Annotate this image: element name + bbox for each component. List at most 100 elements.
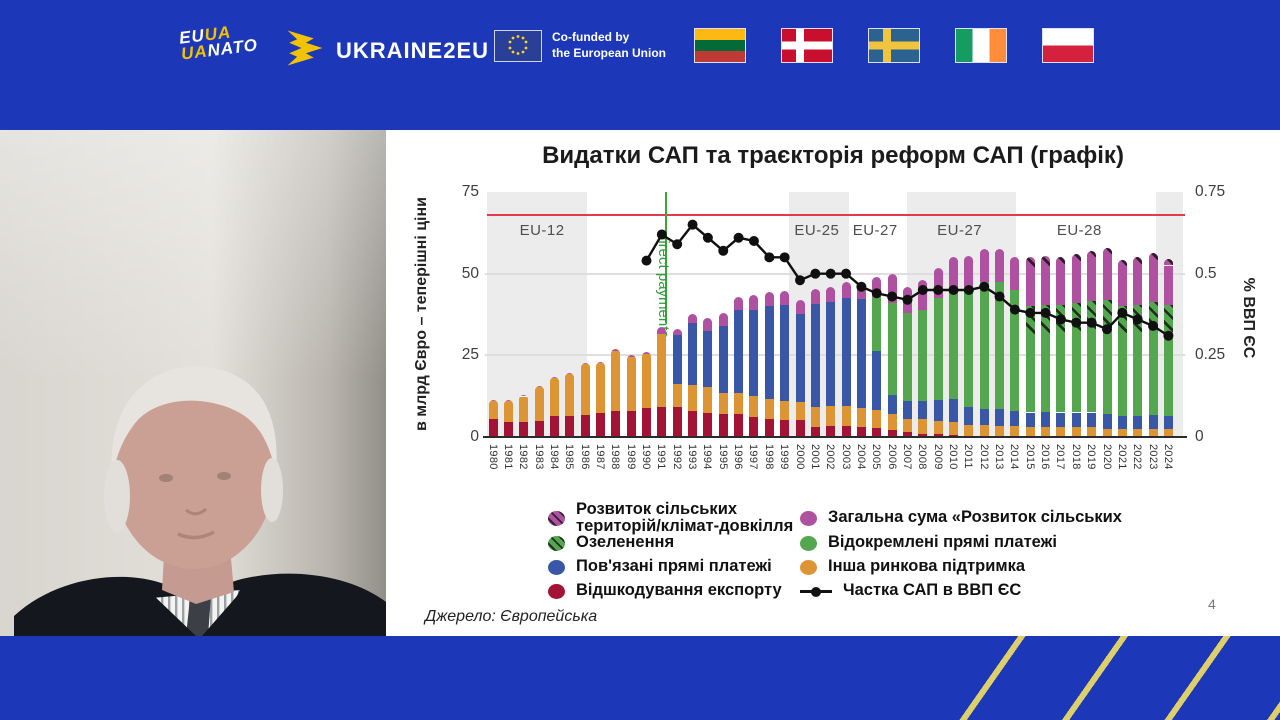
segment-rural_development_total	[841, 282, 851, 299]
segment-decoupled_direct_payments	[918, 309, 928, 402]
segment-other_market_support	[703, 386, 713, 413]
segment-decoupled_direct_payments	[1148, 329, 1158, 415]
bar-1997	[749, 294, 759, 437]
x-tick-2023: 2023	[1146, 444, 1159, 470]
bar-1987	[595, 361, 605, 437]
segment-coupled_direct_payments	[1025, 412, 1035, 428]
segment-greening	[1163, 304, 1173, 333]
x-tick-2005: 2005	[870, 444, 883, 470]
x-tick-1984: 1984	[547, 444, 560, 470]
segment-rural_dev_climate	[1056, 257, 1066, 264]
bar-1995	[718, 312, 728, 437]
segment-decoupled_direct_payments	[964, 288, 974, 407]
legend-label: Розвиток сільських територій/клімат-довкі…	[576, 499, 794, 535]
segment-rural_development_total	[626, 355, 636, 357]
segment-coupled_direct_payments	[1148, 414, 1158, 429]
segment-export_refunds	[718, 414, 728, 437]
bar-1996	[734, 296, 744, 437]
y-tick-left-0: 0	[470, 428, 479, 445]
segment-rural_development_total	[549, 376, 559, 378]
segment-rural_development_total	[933, 268, 943, 298]
bar-2002	[826, 287, 836, 437]
segment-coupled_direct_payments	[672, 334, 682, 384]
cofunded-text: Co-funded by the European Union	[552, 30, 666, 61]
segment-other_market_support	[657, 334, 667, 407]
trident-bird-icon	[284, 28, 326, 73]
segment-decoupled_direct_payments	[1102, 327, 1112, 415]
main-content: Видатки САП та траєкторія реформ САП (гр…	[0, 130, 1280, 636]
bar-1988	[611, 349, 621, 437]
member-flags	[694, 28, 1094, 63]
x-tick-2007: 2007	[900, 444, 913, 470]
segment-export_refunds	[810, 426, 820, 437]
segment-decoupled_direct_payments	[1117, 333, 1127, 416]
legend-label: Загальна сума «Розвиток сільських	[828, 508, 1122, 527]
segment-rural_dev_climate	[1025, 257, 1035, 268]
x-tick-2000: 2000	[793, 444, 806, 470]
eu-cofunded-logo: Co-funded by the European Union	[494, 30, 666, 62]
segment-rural_development_total	[1071, 260, 1081, 304]
chart-title: Видатки САП та траєкторія реформ САП (гр…	[542, 142, 1124, 169]
segment-coupled_direct_payments	[979, 408, 989, 425]
segment-rural_development_total	[534, 385, 544, 388]
bar-1998	[764, 292, 774, 437]
segment-other_market_support	[1087, 427, 1097, 437]
bar-1980	[488, 400, 498, 437]
bar-2013	[995, 248, 1005, 437]
x-tick-2014: 2014	[1008, 444, 1021, 470]
x-tick-1986: 1986	[578, 444, 591, 470]
bar-1992	[672, 328, 682, 437]
x-tick-1993: 1993	[686, 444, 699, 470]
segment-rural_development_total	[688, 313, 698, 323]
x-tick-2020: 2020	[1100, 444, 1113, 470]
segment-coupled_direct_payments	[841, 298, 851, 407]
segment-coupled_direct_payments	[688, 322, 698, 385]
bar-2021	[1117, 259, 1127, 437]
legend-label: Інша ринкова підтримка	[828, 557, 1026, 576]
segment-other_market_support	[841, 406, 851, 426]
segment-coupled_direct_payments	[1102, 414, 1112, 429]
segment-export_refunds	[672, 406, 682, 437]
x-tick-1980: 1980	[486, 444, 499, 470]
segment-other_market_support	[949, 422, 958, 436]
segment-decoupled_direct_payments	[1087, 329, 1097, 413]
segment-other_market_support	[734, 392, 744, 415]
flag-lithuania	[694, 28, 746, 63]
segment-export_refunds	[933, 434, 943, 437]
segment-other_market_support	[1041, 426, 1051, 437]
segment-other_market_support	[549, 377, 559, 417]
segment-other_market_support	[872, 409, 882, 429]
segment-rural_development_total	[642, 352, 651, 354]
eu-ua-nato-logo: EUUA UANATO	[178, 21, 259, 63]
segment-other_market_support	[1133, 428, 1143, 437]
segment-other_market_support	[918, 419, 928, 434]
x-tick-1994: 1994	[701, 444, 714, 470]
legend-swatch	[800, 510, 817, 526]
segment-other_market_support	[611, 351, 621, 411]
segment-coupled_direct_payments	[856, 298, 866, 409]
segment-coupled_direct_payments	[1117, 415, 1127, 429]
segment-rural_development_total	[979, 249, 989, 282]
segment-other_market_support	[519, 396, 529, 422]
segment-other_market_support	[580, 364, 590, 415]
segment-greening	[1102, 299, 1112, 328]
segment-rural_development_total	[672, 328, 682, 335]
bar-1989	[626, 355, 636, 437]
segment-decoupled_direct_payments	[979, 281, 989, 409]
segment-other_market_support	[488, 401, 498, 420]
segment-coupled_direct_payments	[703, 331, 713, 387]
legend-label: Відшкодування експорту	[576, 581, 782, 600]
bar-2016	[1041, 256, 1051, 437]
flag-poland	[1042, 28, 1094, 63]
segment-decoupled_direct_payments	[1163, 332, 1173, 416]
segment-rural_development_total	[1148, 259, 1158, 303]
segment-coupled_direct_payments	[718, 325, 728, 393]
legend-item-right-3: Частка САП в ВВП ЄС	[800, 579, 1021, 603]
segment-export_refunds	[519, 421, 529, 437]
segment-export_refunds	[488, 419, 498, 437]
segment-greening	[1117, 305, 1127, 334]
segment-coupled_direct_payments	[902, 401, 912, 420]
era-label-eu-27-2: EU-27	[852, 222, 898, 239]
legend-item-left-2: Пов'язані прямі платежі	[548, 555, 772, 579]
segment-export_refunds	[902, 432, 912, 437]
